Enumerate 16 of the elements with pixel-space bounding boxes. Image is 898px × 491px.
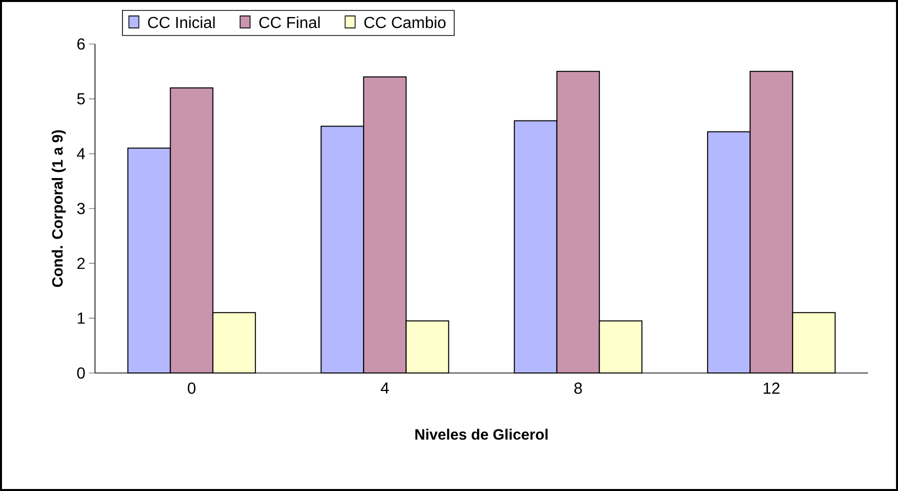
y-tick-label: 3 (77, 202, 85, 214)
legend-label: CC Cambio (364, 16, 446, 28)
legend-label: CC Final (259, 16, 320, 28)
x-tick-label: 8 (574, 382, 582, 394)
y-tick-label: 1 (78, 312, 85, 324)
y-tick-label: 4 (76, 148, 85, 160)
y-tick-label: 5 (77, 93, 85, 104)
legend-label: CC Inicial (148, 16, 215, 28)
x-tick-label: 0 (188, 382, 196, 394)
y-tick-label: 6 (77, 38, 85, 50)
x-tick-label: 4 (380, 382, 389, 394)
x-tick-label: 12 (764, 382, 780, 394)
x-axis-title: Niveles de Glicerol (415, 428, 548, 440)
y-tick-label: 0 (77, 367, 85, 379)
y-tick-label: 2 (77, 258, 85, 269)
y-axis-title: Cond. Corporal (1 a 9) (52, 130, 66, 287)
